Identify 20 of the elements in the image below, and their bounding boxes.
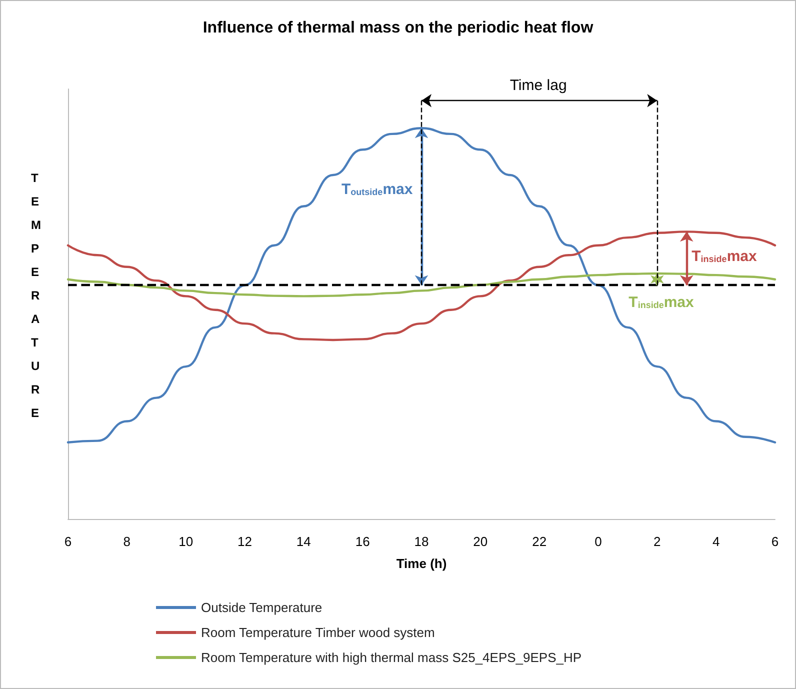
x-tick-label: 4	[712, 534, 720, 549]
legend-label: Room Temperature Timber wood system	[201, 625, 435, 640]
x-tick-label: 6	[64, 534, 72, 549]
legend-label: Room Temperature with high thermal mass S25_4EPS_9EPS_HP	[201, 650, 582, 665]
legend-label: Outside Temperature	[201, 600, 322, 615]
x-axis-title: Time (h)	[396, 556, 447, 571]
chart-title: Influence of thermal mass on the periodic heat flow	[202, 20, 594, 36]
x-tick-label: 18	[414, 534, 429, 549]
text: Time lag	[510, 76, 567, 94]
x-tick-label: 2	[654, 534, 661, 549]
x-tick-label: 16	[355, 534, 370, 549]
x-tick-label: 22	[532, 534, 547, 549]
x-tick-label: 6	[771, 534, 779, 549]
x-tick-label: 20	[473, 534, 488, 549]
text: TEMPERATURE	[31, 170, 41, 420]
x-tick-label: 8	[123, 534, 131, 549]
x-tick-label: 12	[238, 534, 252, 549]
x-tick-label: 0	[594, 534, 602, 549]
x-tick-label: 14	[296, 534, 311, 549]
x-tick-label: 10	[178, 534, 194, 549]
